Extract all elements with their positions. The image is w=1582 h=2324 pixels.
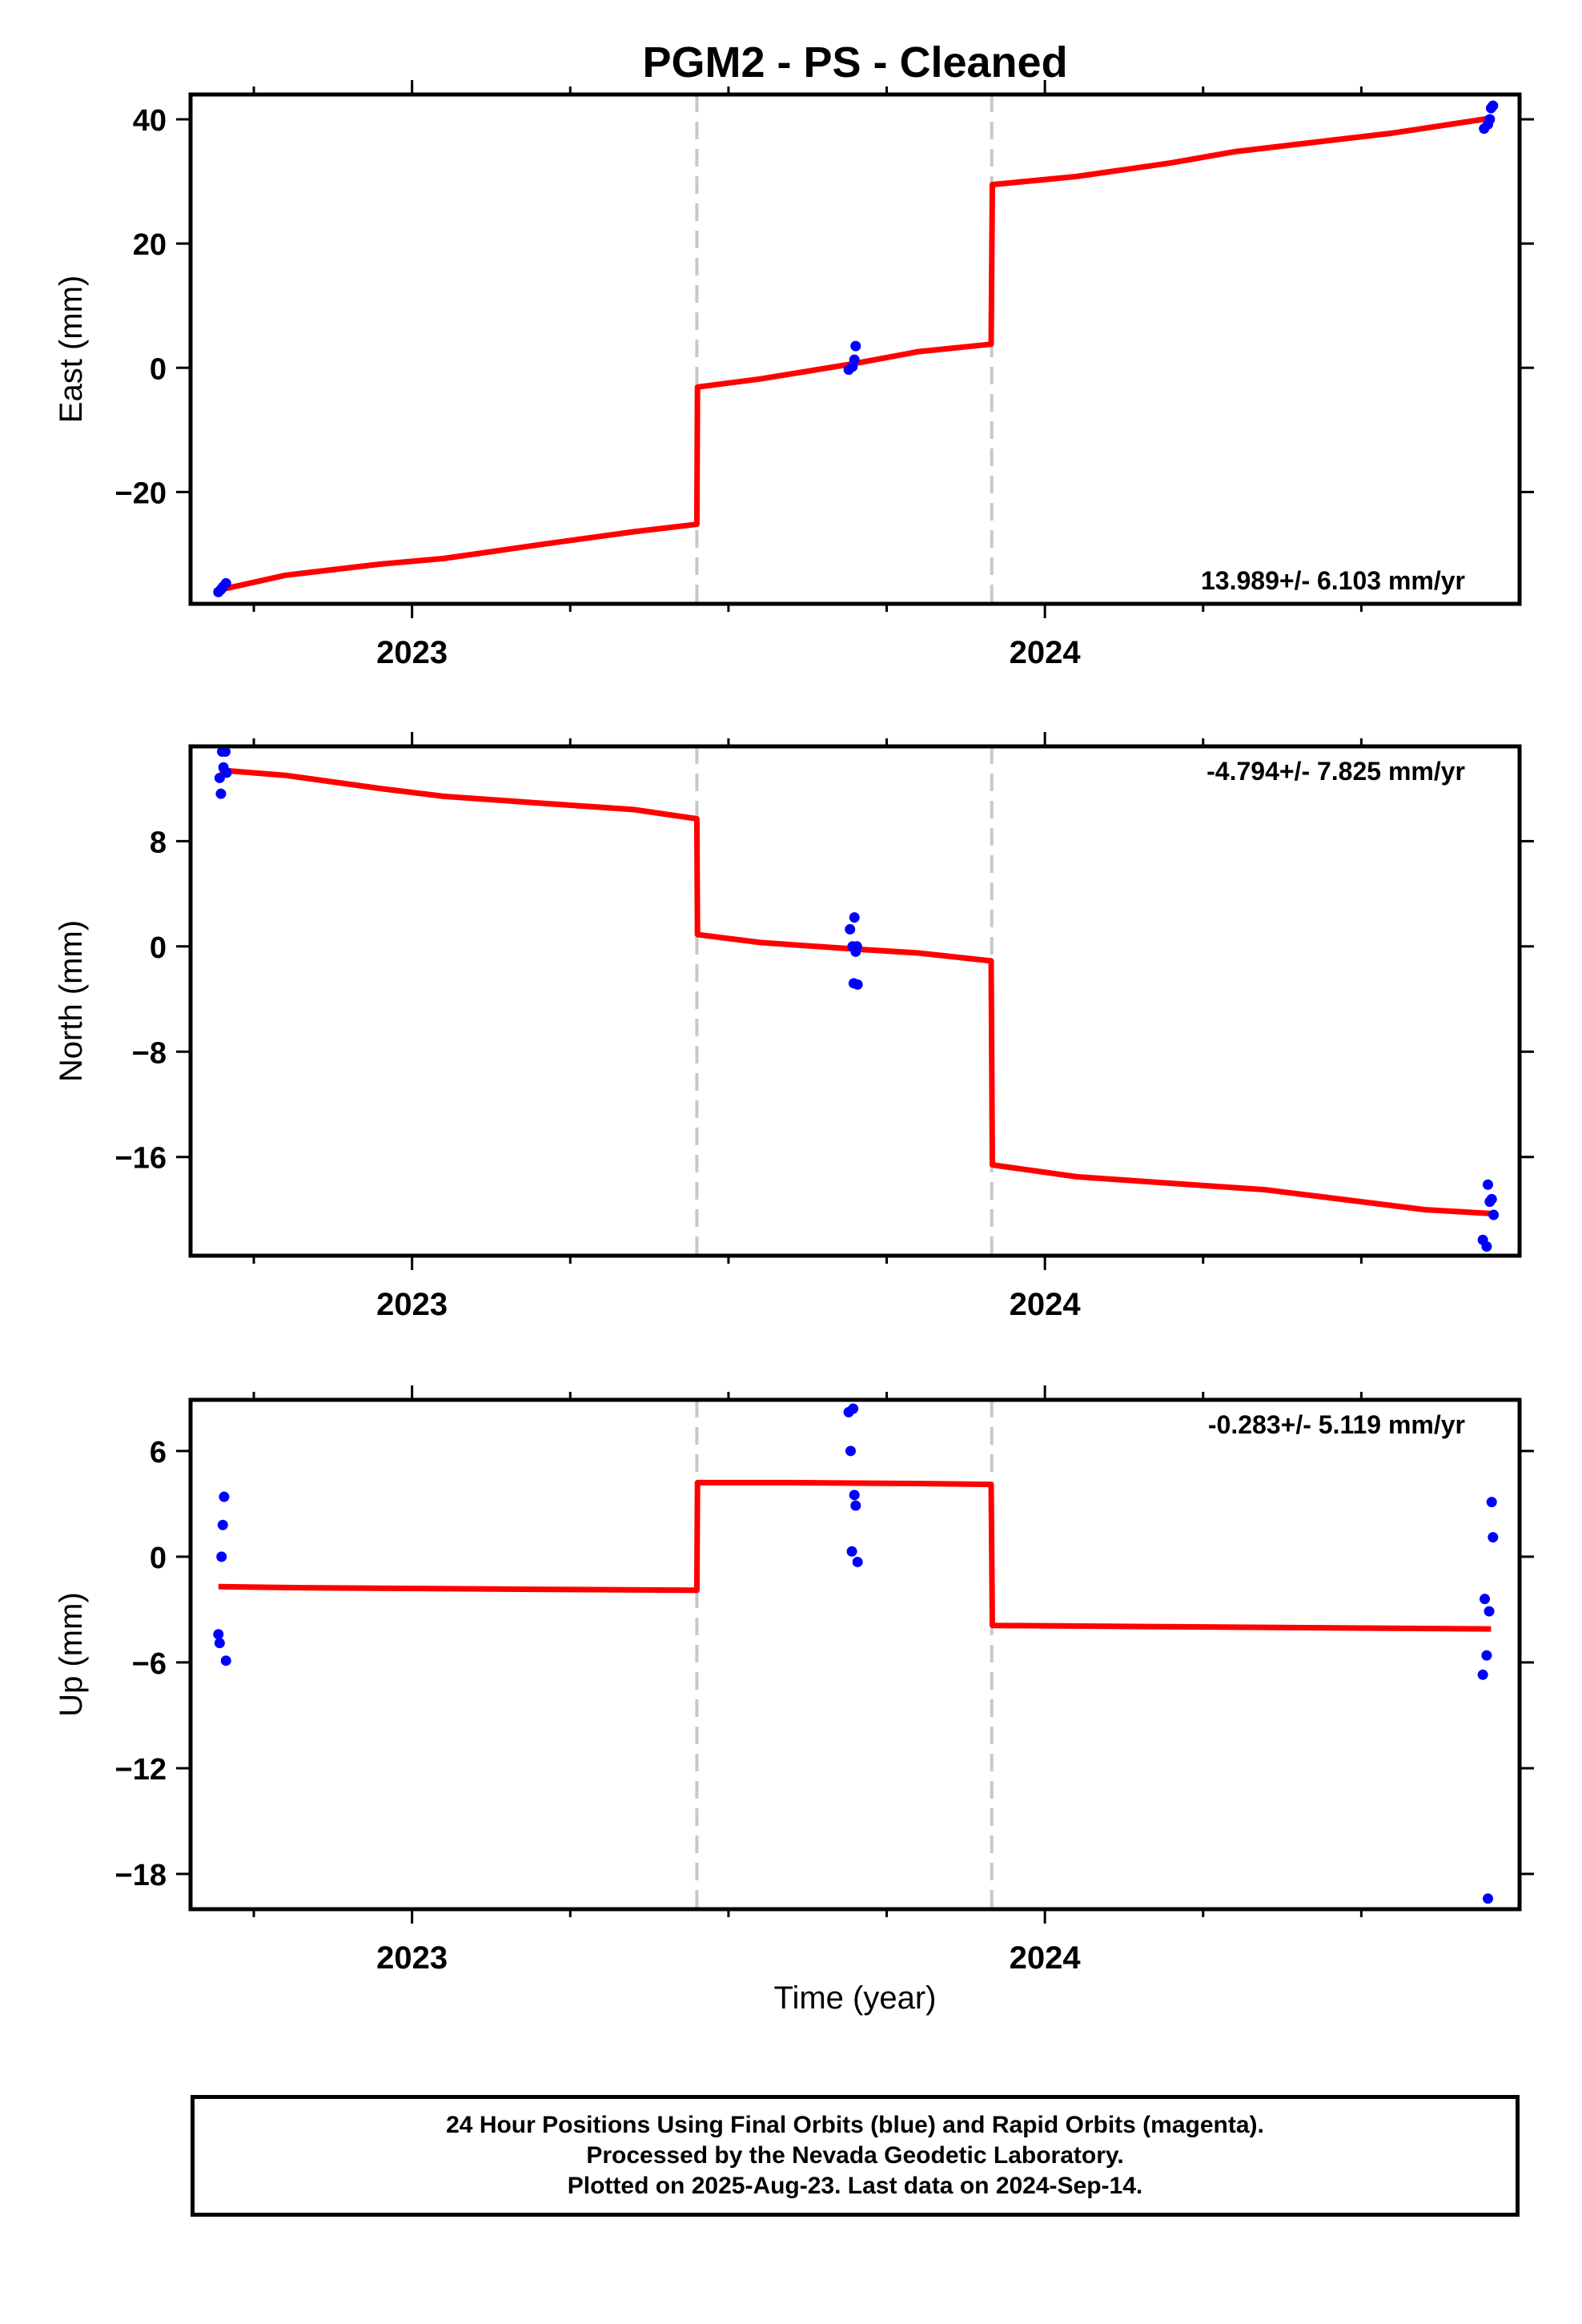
up-rate-label: -0.283+/- 5.119 mm/yr [1208,1410,1465,1439]
footer-line-processed-by: Processed by the Nevada Geodetic Laborat… [586,2142,1124,2169]
footer-line-orbits: 24 Hour Positions Using Final Orbits (bl… [446,2112,1264,2138]
north-data-point [1481,1240,1492,1252]
north-data-point [852,979,863,990]
up-y-tick-label: 6 [150,1436,167,1470]
up-x-tick-label: 2024 [1010,1940,1082,1976]
north-data-point [845,923,856,935]
info-footer-box: 24 Hour Positions Using Final Orbits (bl… [191,2095,1520,2217]
x-axis-label: Time (year) [774,1980,937,2016]
up-data-point [213,1629,224,1640]
east-data-point [849,354,860,365]
up-data-point [220,1655,231,1667]
up-data-point [214,1638,225,1649]
up-data-point [1482,1893,1493,1904]
up-x-tick-label: 2023 [376,1940,448,1976]
north-data-point [1488,1209,1500,1220]
up-y-tick-label: −12 [115,1753,167,1787]
up-y-tick-label: −6 [132,1647,167,1681]
north-data-point [851,941,862,952]
north-data-point [1486,1193,1497,1204]
up-y-axis-label: Up (mm) [54,1592,89,1717]
north-y-tick-label: 0 [150,931,167,965]
east-panel: −20 0 20 40 2023 2024 East (mm) 13.989+/- 6.103… [54,80,1534,670]
up-data-point [849,1490,860,1501]
east-y-tick-label: 40 [133,104,167,138]
east-data-point [850,340,861,352]
north-fit-line [219,767,1492,1216]
north-panel: −16 −8 0 8 2023 2024 North (mm) -4.794+/- 7.825… [54,732,1534,1322]
up-data-point [1481,1650,1492,1661]
north-data-point [849,912,860,923]
footer-line-plotted-on: Plotted on 2025-Aug-23. Last data on 202… [567,2173,1143,2199]
east-y-axis-label: East (mm) [54,275,89,423]
east-x-tick-label: 2023 [376,635,448,670]
east-data-point [1488,100,1499,111]
east-plot-area [213,100,1499,597]
up-data-point [852,1556,863,1567]
east-y-tick-label: 0 [150,352,167,386]
plot-title: PGM2 - PS - Cleaned [642,38,1067,86]
north-data-point [221,767,232,778]
east-y-tick-label: 20 [133,228,167,262]
up-y-tick-label: 0 [150,1542,167,1575]
north-frame [188,744,1522,1258]
up-data-point [219,1491,230,1502]
east-data-point [1484,114,1496,125]
up-data-point [216,1551,227,1562]
up-data-point [850,1500,861,1511]
up-data-point [1480,1594,1491,1605]
up-data-point [845,1445,856,1457]
east-frame [188,92,1522,606]
north-rate-label: -4.794+/- 7.825 mm/yr [1207,757,1465,786]
north-x-tick-label: 2024 [1010,1287,1082,1322]
up-frame [188,1397,1522,1912]
up-data-point [1484,1606,1495,1617]
east-data-point [220,577,231,589]
up-fit-line [218,1479,1492,1632]
up-y-tick-label: −18 [115,1859,167,1892]
up-data-point [846,1546,857,1557]
up-data-point [1488,1532,1499,1543]
north-y-tick-label: 8 [150,826,167,859]
up-data-point [1486,1497,1497,1508]
east-x-tick-label: 2024 [1010,635,1082,670]
east-y-tick-label: −20 [115,476,167,510]
north-data-point [219,746,231,758]
north-y-tick-label: −8 [132,1036,167,1070]
north-data-point [215,788,227,799]
east-rate-label: 13.989+/- 6.103 mm/yr [1201,566,1465,595]
up-data-point [1477,1669,1488,1680]
north-y-tick-label: −16 [115,1142,167,1176]
north-x-tick-label: 2023 [376,1287,448,1322]
up-data-point [217,1519,228,1530]
up-plot-area [213,1403,1499,1904]
up-data-point [848,1403,859,1414]
north-plot-area [214,746,1500,1252]
up-panel: −18 −12 −6 0 6 2023 2024 Up (mm) -0.283+/- 5.119… [54,1385,1534,1976]
north-data-point [1482,1179,1493,1190]
north-y-axis-label: North (mm) [54,920,89,1082]
east-fit-line [218,115,1492,593]
